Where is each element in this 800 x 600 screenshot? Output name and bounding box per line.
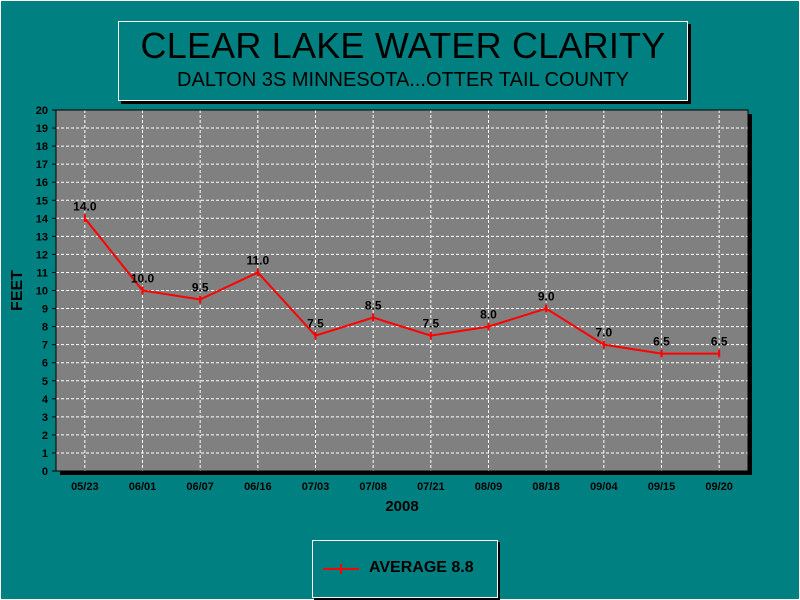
- chart-subtitle: DALTON 3S MINNESOTA...OTTER TAIL COUNTY: [177, 69, 629, 91]
- x-axis-title: 2008: [385, 498, 418, 515]
- y-tick-label: 7: [42, 340, 48, 352]
- y-tick-label: 18: [36, 141, 48, 153]
- chart-legend: AVERAGE 8.8: [312, 540, 498, 598]
- y-tick-label: 17: [36, 159, 48, 171]
- data-label: 14.0: [73, 199, 97, 213]
- x-tick-label: 07/08: [359, 481, 387, 493]
- y-tick-label: 10: [36, 286, 48, 298]
- data-label: 7.0: [595, 326, 612, 340]
- y-tick-label: 5: [42, 376, 48, 388]
- y-tick-label: 14: [36, 213, 49, 225]
- chart-title-box: CLEAR LAKE WATER CLARITY DALTON 3S MINNE…: [118, 21, 688, 101]
- series-line: [84, 217, 720, 355]
- y-tick-label: 6: [42, 358, 48, 370]
- y-tick-label: 0: [42, 466, 48, 478]
- y-tick-label: 3: [42, 412, 48, 424]
- chart-title: CLEAR LAKE WATER CLARITY: [140, 25, 666, 66]
- data-label: 10.0: [131, 272, 155, 286]
- data-label: 7.5: [422, 317, 439, 331]
- x-tick-label: 09/04: [590, 481, 618, 493]
- data-label: 6.5: [653, 335, 670, 349]
- y-tick-label: 13: [36, 231, 48, 243]
- data-label: 6.5: [711, 335, 728, 349]
- y-tick-label: 4: [42, 394, 49, 406]
- y-tick-label: 12: [36, 249, 48, 261]
- x-tick-label: 06/16: [244, 481, 272, 493]
- x-tick-label: 08/09: [475, 481, 503, 493]
- plot-border: [55, 109, 749, 472]
- data-label: 8.0: [480, 308, 497, 322]
- y-tick-label: 8: [42, 322, 48, 334]
- y-tick-label: 20: [36, 105, 48, 117]
- y-tick-label: 1: [42, 448, 48, 460]
- data-label: 8.5: [365, 299, 382, 313]
- y-tick-label: 19: [36, 123, 48, 135]
- y-tick-label: 2: [42, 430, 48, 442]
- x-tick-label: 09/20: [705, 481, 733, 493]
- data-label: 9.0: [538, 290, 555, 304]
- data-label: 11.0: [246, 253, 269, 267]
- x-tick-label: 06/01: [129, 481, 157, 493]
- x-tick-label: 08/18: [532, 481, 560, 493]
- y-axis-title: FEET: [9, 270, 26, 311]
- x-tick-label: 07/21: [417, 481, 445, 493]
- x-tick-label: 05/23: [71, 481, 99, 493]
- x-tick-label: 07/03: [302, 481, 330, 493]
- legend-series-marker: [340, 564, 342, 574]
- data-label: 9.5: [192, 281, 209, 295]
- y-tick-label: 11: [36, 267, 48, 279]
- y-tick-label: 9: [42, 304, 48, 316]
- x-tick-label: 06/07: [186, 481, 214, 493]
- x-tick-label: 09/15: [648, 481, 676, 493]
- y-tick-label: 15: [36, 195, 48, 207]
- legend-series-label: AVERAGE 8.8: [369, 559, 474, 576]
- data-label: 7.5: [307, 317, 324, 331]
- y-tick-label: 16: [36, 177, 48, 189]
